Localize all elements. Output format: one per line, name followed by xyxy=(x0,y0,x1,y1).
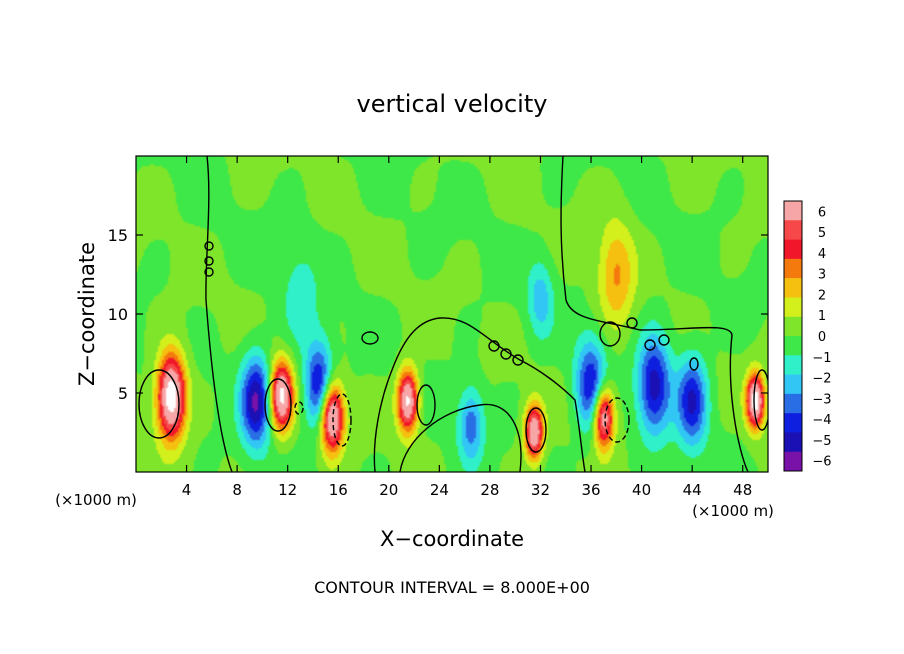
colorbar-label: −5 xyxy=(812,434,831,449)
x-axis-label: X−coordinate xyxy=(380,527,524,551)
plot-area xyxy=(136,156,768,472)
x-tick-label: 28 xyxy=(480,481,499,499)
small-contour-9 xyxy=(644,339,656,351)
colorbar-frame xyxy=(783,200,803,472)
colorbar-label: −2 xyxy=(812,372,831,387)
small-contour-1 xyxy=(204,241,214,251)
small-contour-8 xyxy=(512,354,524,366)
positive-contour-5 xyxy=(753,369,768,431)
x-tick-label: 44 xyxy=(683,481,702,499)
velocity-field xyxy=(136,156,768,472)
zero-contour-mid xyxy=(373,317,586,472)
chart-title: vertical velocity xyxy=(357,90,548,118)
colorbar-swatch xyxy=(784,201,802,221)
x-tick-label: 12 xyxy=(278,481,297,499)
x-tick-label: 4 xyxy=(182,481,192,499)
zero-contour-blob xyxy=(399,403,522,472)
x-tick-label: 8 xyxy=(232,481,242,499)
small-contour-11 xyxy=(689,357,699,371)
x-unit-label-right: (×1000 m) xyxy=(692,502,774,520)
colorbar-swatch xyxy=(784,220,802,240)
contour-interval-note: CONTOUR INTERVAL = 8.000E+00 xyxy=(314,578,590,597)
negative-contour-1 xyxy=(332,393,352,447)
x-tick-label: 48 xyxy=(733,481,752,499)
zero-contour-left xyxy=(205,156,233,472)
colorbar-swatch xyxy=(784,336,802,356)
zero-contour-right xyxy=(560,156,749,472)
colorbar-swatch xyxy=(784,393,802,414)
small-contour-7 xyxy=(500,348,512,360)
small-contour-10 xyxy=(658,334,670,346)
y-tick-label: 10 xyxy=(108,305,128,324)
positive-contour-1 xyxy=(138,369,180,439)
colorbar-swatch xyxy=(784,355,802,375)
y-tick-label: 5 xyxy=(118,384,128,403)
colorbar-label: 6 xyxy=(818,205,826,220)
colorbar-label: 2 xyxy=(818,288,826,303)
small-contour-12 xyxy=(361,331,379,345)
positive-contour-3 xyxy=(416,384,436,426)
colorbar-swatch xyxy=(784,278,802,298)
y-ticks: 5 10 15 xyxy=(108,226,768,403)
colorbar-label: 0 xyxy=(818,330,826,345)
small-contour-6 xyxy=(488,340,500,352)
colorbar-label: 1 xyxy=(818,309,826,324)
positive-contour-2 xyxy=(264,378,292,432)
colorbar-label: −6 xyxy=(812,455,831,470)
colorbar-swatch xyxy=(784,451,802,472)
colorbar-swatch xyxy=(784,413,802,433)
y-tick-label: 15 xyxy=(108,226,128,245)
x-tick-label: 24 xyxy=(430,481,449,499)
colorbar-label: −3 xyxy=(812,392,831,407)
colorbar-swatch xyxy=(784,374,802,395)
x-tick-label: 32 xyxy=(531,481,550,499)
positive-contour-4 xyxy=(525,407,547,453)
colorbar: 6 5 4 3 2 1 0 −1 −2 −3 −4 −5 −6 xyxy=(783,200,832,472)
colorbar-label: −1 xyxy=(812,351,831,366)
negative-contour-3 xyxy=(294,401,304,415)
small-contour-5 xyxy=(626,317,638,329)
colorbar-swatch xyxy=(784,297,802,318)
colorbar-label: 4 xyxy=(818,247,826,262)
colorbar-swatch xyxy=(784,432,802,453)
x-tick-label: 20 xyxy=(379,481,398,499)
colorbar-label: 3 xyxy=(818,268,826,283)
x-ticks: 4 8 12 16 20 24 28 32 36 40 44 48 xyxy=(182,156,752,499)
x-tick-label: 16 xyxy=(329,481,348,499)
colorbar-swatch xyxy=(784,239,802,260)
x-unit-label-left: (×1000 m) xyxy=(55,491,137,509)
x-tick-label: 40 xyxy=(632,481,651,499)
colorbar-swatch xyxy=(784,258,802,279)
colorbar-label: −4 xyxy=(812,413,831,428)
colorbar-label: 5 xyxy=(818,226,826,241)
negative-contour-2 xyxy=(604,397,630,443)
x-tick-label: 36 xyxy=(581,481,600,499)
small-contour-2 xyxy=(204,256,214,266)
colorbar-swatch xyxy=(784,316,802,337)
small-contour-4 xyxy=(599,321,621,347)
y-axis-label: Z−coordinate xyxy=(75,242,99,386)
small-contour-3 xyxy=(204,267,214,277)
contour-lines xyxy=(138,156,768,472)
